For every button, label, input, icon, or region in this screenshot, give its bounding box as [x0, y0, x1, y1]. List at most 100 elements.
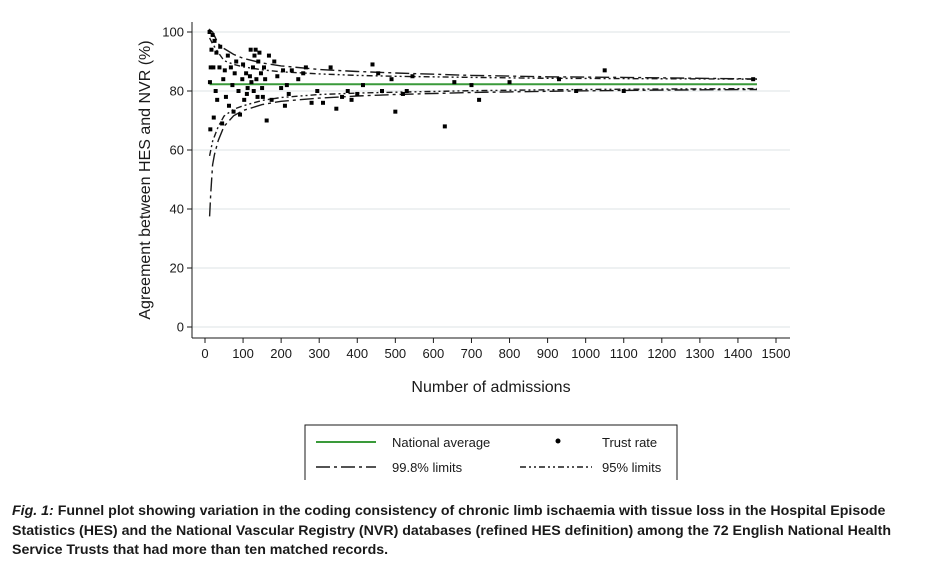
trust-point: [242, 97, 247, 102]
trust-point: [207, 80, 212, 85]
caption-label: Fig. 1:: [12, 503, 54, 519]
limit-95-upper-line: [208, 37, 758, 80]
x-tick-label: 200: [270, 346, 292, 361]
trust-point: [253, 47, 258, 52]
trust-point: [210, 32, 215, 37]
y-axis-title: Agreement between HES and NVR (%): [137, 40, 154, 319]
trust-point: [244, 91, 249, 96]
trust-point: [230, 83, 235, 88]
x-tick-label: 500: [384, 346, 406, 361]
y-tick-label: 20: [170, 261, 184, 276]
trust-point: [370, 62, 375, 67]
y-tick-label: 60: [170, 143, 184, 158]
trust-point: [208, 127, 213, 132]
trust-point: [289, 68, 294, 73]
trust-point: [334, 106, 339, 111]
trust-point: [215, 97, 220, 102]
trust-point: [211, 65, 216, 70]
trust-point: [236, 89, 241, 93]
axes: [187, 22, 790, 343]
x-tick-label: 1300: [685, 346, 714, 361]
trust-point: [279, 86, 284, 91]
trust-point: [284, 83, 289, 88]
trust-point: [231, 109, 236, 114]
x-tick-label: 700: [461, 346, 483, 361]
x-tick-label: 1500: [762, 346, 791, 361]
trust-point: [309, 100, 314, 105]
legend-trust-label: Trust rate: [602, 435, 657, 450]
trust-point: [301, 71, 306, 76]
trust-point: [250, 65, 255, 70]
trust-point: [218, 44, 223, 49]
trust-point: [252, 53, 257, 58]
x-tick-label: 400: [346, 346, 368, 361]
trust-point: [272, 59, 277, 64]
trust-point: [340, 94, 345, 99]
trust-point: [209, 47, 214, 52]
trust-point: [275, 74, 280, 79]
trust-point: [248, 47, 253, 52]
trust-point: [602, 68, 607, 73]
limit-95-lower-line: [208, 87, 758, 157]
trust-point: [214, 50, 219, 55]
trust-point: [380, 89, 385, 93]
x-tick-label: 900: [537, 346, 559, 361]
legend-average-label: National average: [392, 435, 490, 450]
trust-point: [400, 91, 405, 96]
trust-point: [315, 89, 320, 93]
x-tick-label: 600: [423, 346, 445, 361]
trust-point: [260, 86, 265, 91]
trust-point: [232, 71, 237, 76]
trust-point: [220, 121, 225, 126]
trust-point: [225, 53, 230, 58]
y-tick-label: 80: [170, 84, 184, 99]
x-axis-title: Number of admissions: [411, 379, 570, 396]
trust-point: [296, 77, 301, 82]
trust-point: [355, 91, 360, 96]
trust-point: [282, 103, 287, 108]
trust-point: [360, 83, 365, 88]
trust-point: [477, 97, 482, 102]
control-limits: [208, 28, 758, 217]
x-tick-label: 100: [232, 346, 254, 361]
trust-point: [240, 77, 245, 82]
trust-point: [234, 59, 239, 64]
trust-point: [266, 53, 271, 58]
trust-point: [241, 62, 246, 67]
trust-point: [469, 83, 474, 88]
trust-point: [452, 80, 457, 85]
trust-point: [286, 91, 291, 96]
trust-point: [393, 109, 398, 114]
trust-point: [257, 50, 262, 55]
trust-point: [222, 68, 227, 73]
trust-point: [258, 71, 263, 76]
trust-point: [238, 112, 243, 117]
trust-point: [207, 30, 212, 34]
trust-point: [208, 65, 213, 70]
figure-caption: Fig. 1: Funnel plot showing variation in…: [12, 502, 932, 561]
trust-point: [281, 68, 286, 73]
trust-point: [574, 89, 579, 93]
trust-point: [376, 71, 381, 76]
trust-point: [223, 94, 228, 99]
trust-point: [621, 89, 626, 93]
trust-point: [264, 118, 269, 123]
trust-point: [247, 74, 252, 79]
y-tick-label: 40: [170, 202, 184, 217]
trust-point: [228, 65, 233, 70]
x-tick-label: 800: [499, 346, 521, 361]
trust-point: [349, 97, 354, 102]
trust-point: [245, 86, 250, 91]
x-tick-label: 1100: [610, 346, 638, 361]
trust-point: [217, 65, 222, 70]
trust-point: [211, 115, 216, 120]
x-tick-label: 300: [308, 346, 330, 361]
x-tick-label: 1400: [723, 346, 752, 361]
trust-point: [221, 77, 226, 82]
legend-95-label: 95% limits: [602, 460, 662, 475]
x-tick-label: 1000: [571, 346, 600, 361]
trust-point: [303, 65, 308, 70]
legend: National average Trust rate 99.8% limits 95…: [304, 424, 678, 480]
